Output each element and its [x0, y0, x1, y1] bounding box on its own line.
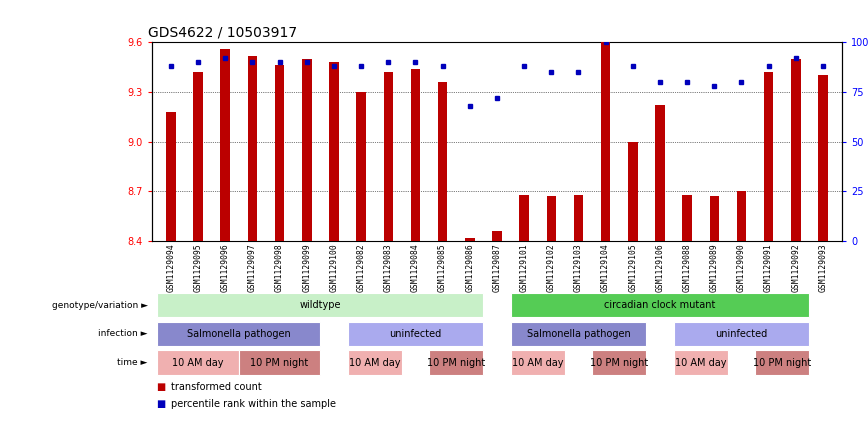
Text: GSM1129087: GSM1129087 [492, 244, 502, 292]
Bar [737, 192, 746, 241]
Bar [628, 142, 637, 241]
Text: ■: ■ [156, 398, 166, 409]
Bar [510, 322, 647, 346]
Text: GSM1129106: GSM1129106 [655, 244, 664, 292]
Text: GSM1129097: GSM1129097 [248, 244, 257, 292]
Bar [247, 55, 257, 241]
Bar [194, 72, 203, 241]
Bar [709, 196, 719, 241]
Bar [791, 59, 800, 241]
Bar [411, 69, 420, 241]
Text: GSM1129083: GSM1129083 [384, 244, 392, 292]
Bar [755, 351, 809, 375]
Text: GSM1129092: GSM1129092 [792, 244, 800, 292]
Text: Salmonella pathogen: Salmonella pathogen [527, 329, 630, 339]
Bar [674, 351, 728, 375]
Text: GSM1129096: GSM1129096 [220, 244, 230, 292]
Bar [510, 351, 565, 375]
Bar [302, 59, 312, 241]
Bar [357, 92, 365, 241]
Text: transformed count: transformed count [171, 382, 262, 392]
Text: ■: ■ [156, 382, 166, 392]
Text: genotype/variation ►: genotype/variation ► [51, 301, 148, 310]
Text: GSM1129095: GSM1129095 [194, 244, 202, 292]
Text: GSM1129099: GSM1129099 [302, 244, 312, 292]
Text: GSM1129093: GSM1129093 [819, 244, 827, 292]
Text: 10 PM night: 10 PM night [427, 358, 485, 368]
Bar [220, 49, 230, 241]
Text: uninfected: uninfected [390, 329, 442, 339]
Bar [764, 72, 773, 241]
Text: GSM1129098: GSM1129098 [275, 244, 284, 292]
Text: GSM1129105: GSM1129105 [628, 244, 637, 292]
Text: percentile rank within the sample: percentile rank within the sample [171, 398, 336, 409]
Bar [465, 238, 475, 241]
Text: 10 AM day: 10 AM day [512, 358, 563, 368]
Bar [510, 293, 809, 317]
Text: wildtype: wildtype [299, 300, 341, 310]
Bar [655, 105, 665, 241]
Bar [157, 351, 239, 375]
Text: 10 PM night: 10 PM night [753, 358, 812, 368]
Bar [329, 62, 339, 241]
Text: GSM1129103: GSM1129103 [574, 244, 583, 292]
Bar [429, 351, 483, 375]
Bar [682, 195, 692, 241]
Text: GSM1129091: GSM1129091 [764, 244, 773, 292]
Text: 10 AM day: 10 AM day [349, 358, 400, 368]
Bar [547, 196, 556, 241]
Bar [601, 42, 610, 241]
Text: GSM1129100: GSM1129100 [330, 244, 339, 292]
Text: GSM1129090: GSM1129090 [737, 244, 746, 292]
Text: circadian clock mutant: circadian clock mutant [604, 300, 715, 310]
Text: GSM1129102: GSM1129102 [547, 244, 556, 292]
Text: GSM1129104: GSM1129104 [602, 244, 610, 292]
Bar [347, 351, 402, 375]
Bar [519, 195, 529, 241]
Bar [384, 72, 393, 241]
Text: infection ►: infection ► [98, 330, 148, 338]
Text: 10 AM day: 10 AM day [173, 358, 224, 368]
Text: uninfected: uninfected [715, 329, 767, 339]
Text: GSM1129086: GSM1129086 [465, 244, 474, 292]
Bar [275, 66, 285, 241]
Text: 10 AM day: 10 AM day [675, 358, 727, 368]
Bar [166, 112, 175, 241]
Text: GSM1129082: GSM1129082 [357, 244, 365, 292]
Text: GSM1129101: GSM1129101 [520, 244, 529, 292]
Bar [592, 351, 647, 375]
Text: GSM1129088: GSM1129088 [682, 244, 692, 292]
Text: GSM1129094: GSM1129094 [167, 244, 175, 292]
Text: GDS4622 / 10503917: GDS4622 / 10503917 [148, 26, 298, 40]
Bar [157, 293, 483, 317]
Text: time ►: time ► [117, 358, 148, 367]
Bar [674, 322, 809, 346]
Text: Salmonella pathogen: Salmonella pathogen [187, 329, 291, 339]
Bar [239, 351, 320, 375]
Bar [347, 322, 483, 346]
Bar [574, 195, 583, 241]
Bar [492, 231, 502, 241]
Text: 10 PM night: 10 PM night [590, 358, 648, 368]
Text: GSM1129084: GSM1129084 [411, 244, 420, 292]
Bar [819, 75, 828, 241]
Text: GSM1129085: GSM1129085 [438, 244, 447, 292]
Bar [437, 82, 447, 241]
Text: 10 PM night: 10 PM night [251, 358, 309, 368]
Bar [157, 322, 320, 346]
Text: GSM1129089: GSM1129089 [710, 244, 719, 292]
